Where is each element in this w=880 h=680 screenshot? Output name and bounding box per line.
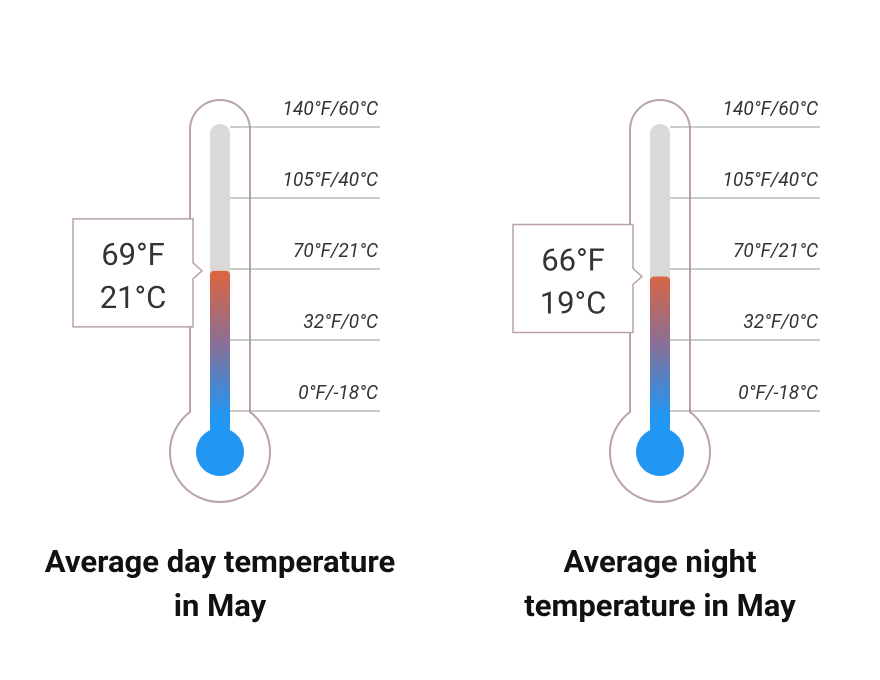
tick-label: 140°F/60°C [283, 97, 378, 120]
readout-text: 19°C [540, 284, 607, 321]
readout-text: 69°F [101, 236, 165, 273]
tick-label: 70°F/21°C [293, 239, 378, 262]
tick-label: 0°F/-18°C [738, 381, 818, 404]
tick-label: 0°F/-18°C [298, 381, 378, 404]
bulb [196, 428, 244, 476]
tick-label: 105°F/40°C [723, 168, 818, 191]
tick-label: 140°F/60°C [723, 97, 818, 120]
mercury [210, 270, 230, 445]
caption: Average night temperature in May [524, 543, 796, 624]
tick-label: 32°F/0°C [743, 310, 818, 333]
tick-label: 70°F/21°C [733, 239, 818, 262]
readout-box [72, 218, 204, 328]
tick-label: 32°F/0°C [303, 310, 378, 333]
mercury [650, 276, 670, 445]
bulb [636, 428, 684, 476]
readout-text: 66°F [541, 241, 605, 278]
readout-box [512, 223, 644, 334]
tick-label: 105°F/40°C [283, 168, 378, 191]
readout-text: 21°C [100, 279, 167, 316]
caption: Average day temperature in May [44, 543, 396, 624]
